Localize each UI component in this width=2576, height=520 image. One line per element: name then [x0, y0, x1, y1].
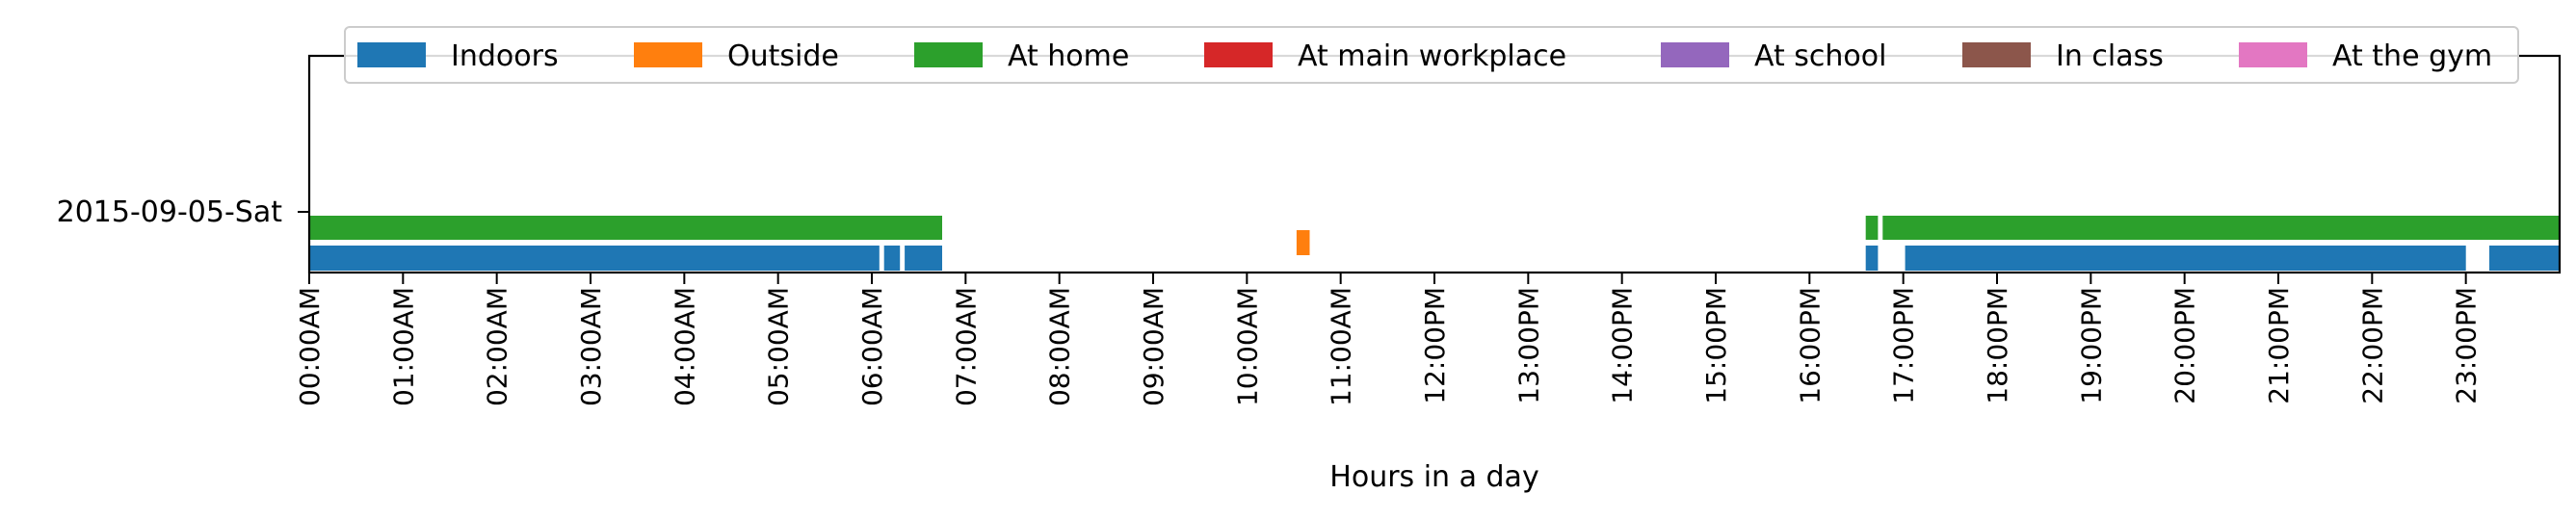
x-tick-label: 23:00PM — [2451, 287, 2483, 404]
legend-label: At school — [1754, 39, 1886, 73]
x-tick-label: 00:00AM — [294, 287, 326, 406]
x-tick-label: 07:00AM — [950, 287, 982, 406]
y-tick-label: 2015-09-05-Sat — [57, 195, 283, 229]
x-tick-label: 06:00AM — [856, 287, 888, 406]
x-tick-label: 18:00PM — [1982, 287, 2013, 404]
bar-indoors — [1905, 246, 2466, 271]
x-tick-label: 08:00AM — [1044, 287, 1076, 406]
x-tick-label: 13:00PM — [1512, 287, 1544, 404]
legend-swatch-in-class — [1962, 42, 2031, 67]
legend-swatch-at-the-gym — [2239, 42, 2307, 67]
legend-label: At the gym — [2332, 39, 2492, 73]
bar-indoors — [2489, 246, 2560, 271]
plot-frame — [307, 54, 2562, 274]
x-axis-label: Hours in a day — [1329, 460, 1538, 494]
legend-label: Indoors — [451, 39, 559, 73]
legend-swatch-outside — [634, 42, 702, 67]
x-tick-label: 03:00AM — [575, 287, 607, 406]
bar-indoors — [905, 246, 942, 271]
x-tick-label: 17:00PM — [1888, 287, 1920, 404]
legend-swatch-at-school — [1661, 42, 1729, 67]
x-tick-label: 20:00PM — [2169, 287, 2201, 404]
bar-at-home — [309, 216, 942, 240]
x-tick-label: 19:00PM — [2075, 287, 2107, 404]
x-tick-label: 15:00PM — [1700, 287, 1732, 404]
x-tick-label: 05:00AM — [763, 287, 795, 406]
bar-outside — [1296, 230, 1310, 255]
x-tick-label: 14:00PM — [1607, 287, 1639, 404]
x-tick-label: 22:00PM — [2356, 287, 2388, 404]
x-tick-label: 01:00AM — [387, 287, 419, 406]
x-tick-label: 02:00AM — [482, 287, 513, 406]
bar-indoors — [309, 246, 880, 271]
bar-indoors — [1865, 246, 1879, 271]
bar-at-home — [1882, 216, 2560, 240]
x-tick-label: 09:00AM — [1138, 287, 1170, 406]
bar-at-home — [1865, 216, 1879, 240]
legend-label: At main workplace — [1298, 39, 1566, 73]
x-tick-label: 04:00AM — [669, 287, 700, 406]
x-tick-label: 10:00AM — [1231, 287, 1263, 406]
legend-label: Outside — [727, 39, 839, 73]
legend-swatch-at-main-workplace — [1204, 42, 1273, 67]
legend: Indoors Outside At home At main workplace At… — [344, 26, 2519, 84]
y-axis: 2015-09-05-Sat — [57, 195, 309, 229]
legend-swatch-indoors — [357, 42, 426, 67]
x-tick-label: 21:00PM — [2263, 287, 2295, 404]
x-tick-label: 16:00PM — [1794, 287, 1826, 404]
legend-label: At home — [1008, 39, 1129, 73]
bar-indoors — [883, 246, 901, 271]
x-axis: 00:00AM 01:00AM 02:00AM 03:00AM 04:00AM 05:00… — [294, 273, 2483, 406]
x-tick-label: 11:00AM — [1326, 287, 1357, 406]
legend-box — [344, 26, 2519, 84]
x-tick-label: 12:00PM — [1419, 287, 1451, 404]
legend-swatch-at-home — [914, 42, 983, 67]
bars-layer — [309, 216, 2560, 271]
legend-label: In class — [2056, 39, 2164, 73]
